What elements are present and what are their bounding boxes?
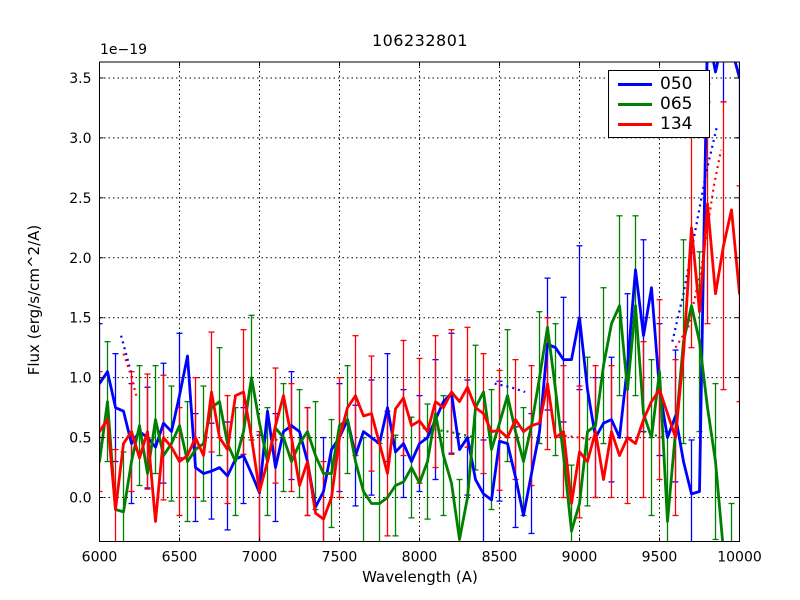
y-tick-label: 1.5 [69,311,91,327]
x-tick-label: 8000 [402,550,438,566]
series-line-134 [99,202,740,523]
x-tick-label: 9000 [562,550,598,566]
x-tick-label: 6500 [162,550,198,566]
dotted-segment [671,125,719,342]
legend-line-sample [618,122,652,126]
y-tick-label: 2.5 [69,191,91,207]
series-line-050 [99,62,740,517]
y-tick-label: 3.0 [69,131,91,147]
tick-marks [99,62,740,542]
legend-label: 065 [660,93,693,114]
x-tick-label: 6000 [82,550,118,566]
x-tick-labels: 6000 6500 7000 7500 8000 8500 9000 9500 10000 [82,550,762,566]
y-axis-label: Flux (erg/s/cm^2/A) [25,224,43,376]
legend-item-134: 134 [618,114,703,134]
x-tick-label: 8500 [482,550,518,566]
legend-line-sample [618,82,652,86]
x-tick-label: 9500 [642,550,678,566]
legend-label: 134 [660,113,693,134]
x-tick-label: 7000 [242,550,278,566]
y-tick-label: 2.0 [69,251,91,267]
dotted-segment [674,149,723,349]
legend-line-sample [618,102,652,106]
legend-item-065: 065 [618,94,703,114]
plot-area [99,62,740,542]
dotted-segment [558,434,601,443]
legend: 050 065 134 [608,70,710,138]
dotted-segment [422,426,476,439]
dotted-segment [120,335,134,378]
legend-item-050: 050 [618,74,703,94]
y-tick-labels: 0.0 0.5 1.0 1.5 2.0 2.5 3.0 3.5 [69,71,91,507]
y-tick-label: 0.0 [69,491,91,507]
x-axis-label: Wavelength (A) [362,568,478,586]
x-tick-label: 7500 [322,550,358,566]
y-axis-offset-label: 1e−19 [100,42,148,58]
chart-title: 106232801 [371,31,469,50]
y-tick-label: 1.0 [69,371,91,387]
dotted-segment [122,353,138,396]
y-tick-label: 3.5 [69,71,91,87]
legend-label: 050 [660,73,693,94]
x-tick-label: 10000 [717,550,762,566]
y-tick-label: 0.5 [69,431,91,447]
